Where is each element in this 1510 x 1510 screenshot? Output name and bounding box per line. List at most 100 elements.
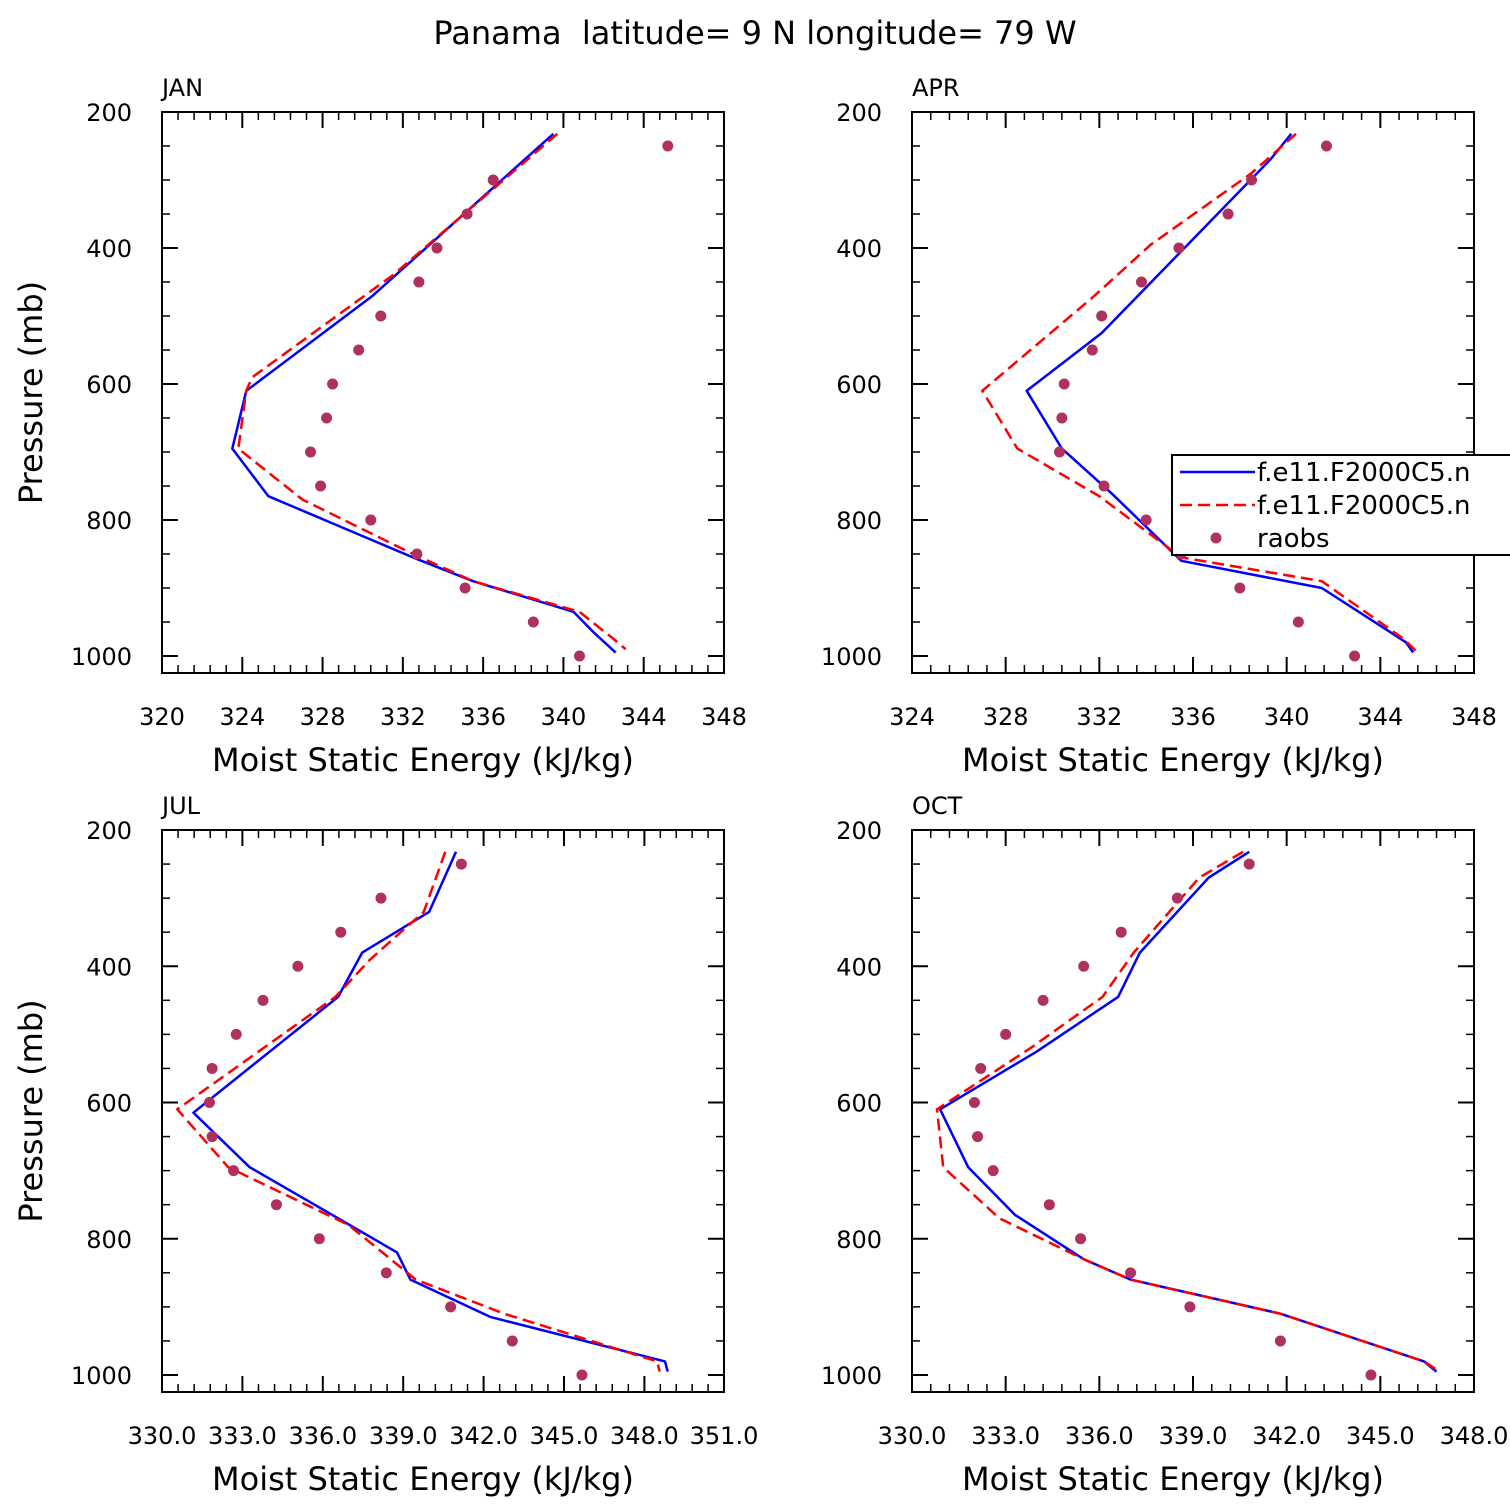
x-tick-label: 345.0 xyxy=(1346,1422,1415,1450)
raobs-point xyxy=(1098,480,1110,492)
raobs-point xyxy=(1037,994,1049,1006)
raobs-point xyxy=(335,926,347,938)
raobs-point xyxy=(1184,1301,1196,1313)
x-tick-label: 339.0 xyxy=(369,1422,438,1450)
x-tick-label: 336.0 xyxy=(1065,1422,1134,1450)
x-tick-label: 333.0 xyxy=(208,1422,277,1450)
raobs-point xyxy=(1115,926,1127,938)
raobs-point xyxy=(1246,174,1258,186)
raobs-point xyxy=(375,310,387,322)
raobs-point xyxy=(506,1335,518,1347)
y-tick-label: 200 xyxy=(86,817,132,845)
raobs-point xyxy=(315,480,327,492)
x-tick-label: 328 xyxy=(983,703,1029,731)
model-line-solid xyxy=(192,851,669,1372)
raobs-point xyxy=(1173,242,1185,254)
raobs-point xyxy=(1243,858,1255,870)
raobs-point xyxy=(1056,412,1068,424)
raobs-point xyxy=(380,1267,392,1279)
plot-area xyxy=(935,850,1441,1381)
raobs-point xyxy=(1234,582,1246,594)
raobs-point xyxy=(1125,1267,1137,1279)
raobs-point xyxy=(975,1062,987,1074)
x-tick-label: 330.0 xyxy=(128,1422,197,1450)
x-tick-label: 345.0 xyxy=(530,1422,599,1450)
legend-label: f.e11.F2000C5.n xyxy=(1257,491,1470,521)
x-tick-label: 332 xyxy=(1076,703,1122,731)
raobs-point xyxy=(1135,276,1147,288)
x-tick-label: 332 xyxy=(380,703,426,731)
x-tick-label: 342.0 xyxy=(449,1422,518,1450)
x-axis-label: Moist Static Energy (kJ/kg) xyxy=(962,1460,1384,1498)
y-tick-label: 800 xyxy=(836,507,882,535)
raobs-point xyxy=(206,1062,218,1074)
raobs-point xyxy=(576,1369,588,1381)
raobs-point xyxy=(1140,514,1152,526)
panel-jul: 330.0 333.0 336.0 339.0 342.0 345.0 348.0 351.0… xyxy=(12,792,758,1498)
x-tick-label: 344 xyxy=(621,703,667,731)
raobs-point xyxy=(987,1165,999,1177)
panel-label: JUL xyxy=(160,792,201,820)
panel-oct: 330.0 333.0 336.0 339.0 342.0 345.0 348.0 200 40… xyxy=(821,792,1508,1498)
x-axis-label: Moist Static Energy (kJ/kg) xyxy=(962,741,1384,779)
raobs-point xyxy=(203,1097,215,1108)
y-tick-label: 600 xyxy=(836,1090,882,1118)
plot-area xyxy=(981,132,1417,662)
x-axis-label: Moist Static Energy (kJ/kg) xyxy=(212,1460,634,1498)
raobs-point xyxy=(228,1165,240,1177)
x-tick-label: 324 xyxy=(219,703,265,731)
raobs-point xyxy=(353,344,365,356)
model-line-dashed xyxy=(981,132,1417,652)
raobs-point xyxy=(1274,1335,1286,1347)
y-tick-label: 200 xyxy=(836,817,882,845)
y-tick-label: 200 xyxy=(836,99,882,127)
raobs-point xyxy=(1292,616,1304,628)
raobs-point xyxy=(230,1028,242,1040)
raobs-point xyxy=(662,140,674,152)
model-line-solid xyxy=(231,132,617,654)
raobs-point xyxy=(1365,1369,1377,1381)
y-tick-label: 800 xyxy=(86,1226,132,1254)
raobs-point xyxy=(292,960,304,972)
model-line-dashed xyxy=(237,132,627,651)
legend-label: raobs xyxy=(1257,524,1330,554)
x-tick-label: 344 xyxy=(1357,703,1403,731)
raobs-point xyxy=(972,1131,984,1143)
y-tick-label: 200 xyxy=(86,99,132,127)
raobs-point xyxy=(1086,344,1098,356)
panel-label: OCT xyxy=(912,792,963,820)
x-tick-label: 339.0 xyxy=(1159,1422,1228,1450)
raobs-point xyxy=(445,1301,457,1313)
x-tick-label: 348.0 xyxy=(1440,1422,1509,1450)
y-axis-label: Pressure (mb) xyxy=(12,281,50,504)
x-tick-label: 336 xyxy=(460,703,506,731)
raobs-point xyxy=(527,616,539,628)
x-tick-label: 340 xyxy=(1264,703,1310,731)
raobs-point xyxy=(411,548,423,560)
raobs-point xyxy=(305,446,317,458)
raobs-point xyxy=(327,378,339,390)
model-line-dashed xyxy=(176,851,661,1372)
model-line-dashed xyxy=(935,850,1441,1373)
x-tick-label: 324 xyxy=(889,703,935,731)
plot-frame xyxy=(161,829,725,1393)
plot-frame xyxy=(161,111,725,674)
raobs-point xyxy=(1171,892,1183,904)
raobs-point xyxy=(1096,310,1108,322)
raobs-point xyxy=(968,1097,980,1108)
x-tick-label: 340 xyxy=(541,703,587,731)
raobs-point xyxy=(455,858,467,870)
x-tick-label: 328 xyxy=(300,703,346,731)
raobs-point xyxy=(1058,378,1070,390)
raobs-point xyxy=(459,582,471,594)
y-tick-label: 400 xyxy=(86,953,132,981)
x-tick-label: 336.0 xyxy=(288,1422,357,1450)
raobs-point xyxy=(461,208,473,220)
panel-apr: 324 328 332 336 340 344 348 200 400 600 800 1000 APR… xyxy=(821,74,1497,779)
raobs-point xyxy=(365,514,377,526)
raobs-point xyxy=(257,994,269,1006)
y-tick-label: 1000 xyxy=(71,643,132,671)
x-tick-label: 333.0 xyxy=(971,1422,1040,1450)
y-tick-label: 800 xyxy=(836,1226,882,1254)
